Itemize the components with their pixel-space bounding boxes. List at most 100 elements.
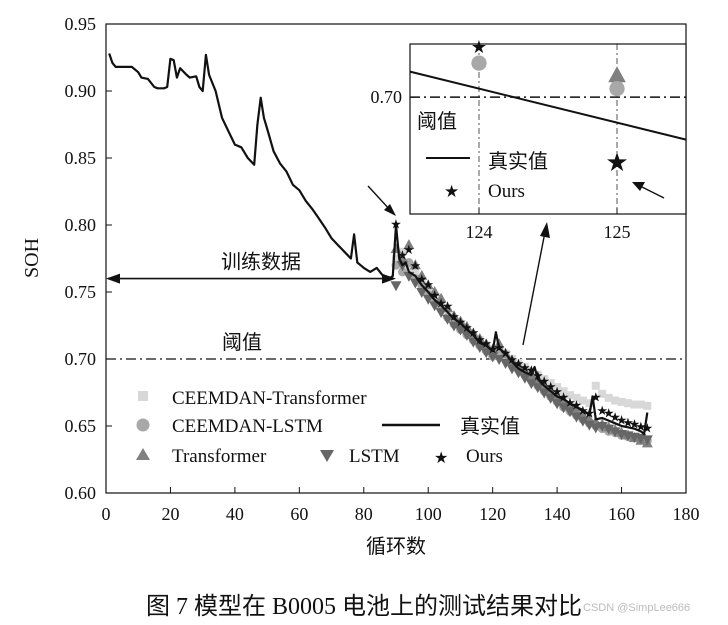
ceemdan-lstm-point [471,55,487,71]
ours-point: ★ [435,296,447,311]
ceemdan-transformer-point [572,393,581,402]
ceemdan-transformer-point [617,397,626,406]
soh-figure: ★★★★★★★★★★★★★★★★★★★★★★★★★★★★★★★★★★★★★★★★… [21,14,700,558]
ours-point: ★ [448,309,460,324]
ours-point: ★ [500,345,512,360]
legend-marker-ceemdan-lstm [136,418,150,432]
lstm-point [467,337,479,348]
inset-y-tick-label: 0.70 [371,87,403,107]
x-tick-label: 120 [479,504,506,524]
lstm-point [538,388,550,399]
ours-point: ★ [390,217,402,232]
ceemdan-transformer-point [430,293,439,302]
legend-entry-ceemdan-transformer: CEEMDAN-Transformer [138,388,367,409]
ceemdan-transformer-point [585,399,594,408]
zoom-callout-head [540,222,550,238]
x-tick-label: 0 [102,504,111,524]
lstm-point [422,294,434,305]
inset-ours-callout [639,185,665,199]
ceemdan-transformer-point [424,285,433,294]
ceemdan-transformer-point [398,247,407,256]
ours-point: ★ [629,416,641,431]
lstm-point [480,348,492,359]
inset-legend: 真实值 ★ Ours [426,150,548,202]
y-tick-label: 0.90 [65,81,97,101]
ours-point: ★ [474,332,486,347]
lstm-point [583,420,595,431]
transformer-point [409,259,421,270]
legend-label-lstm: LSTM [349,446,400,467]
ceemdan-transformer-point [553,383,562,392]
ceemdan-transformer-point [392,254,400,263]
ceemdan-lstm-point [609,80,625,97]
threshold-label: 阈值 [222,331,262,354]
ours-point: ★ [596,403,608,418]
ours-point: ★ [577,403,589,418]
legend-entry-transformer: Transformer [136,446,267,467]
transformer-point [422,279,434,290]
start-point-callout-head [384,204,396,216]
lstm-point [493,355,505,365]
y-tick-label: 0.85 [65,148,97,168]
x-tick-label: 80 [355,504,373,524]
ceemdan-transformer-point [624,399,632,408]
legend-marker-ours: ★ [434,450,448,467]
zoom-callout [522,231,546,346]
lstm-point [461,330,473,341]
transformer-point [435,292,447,303]
ours-point: ★ [480,336,492,351]
ours-point: ★ [429,288,441,303]
ceemdan-transformer-point [591,381,600,390]
ceemdan-transformer-point [643,401,652,410]
ours-point: ★ [442,298,454,313]
x-tick-label: 100 [415,504,442,524]
inset-plot: ★★ [409,37,687,214]
ours-point: ★ [558,390,570,405]
legend-entry-ceemdan-lstm: CEEMDAN-LSTM [136,416,323,437]
lstm-point [487,352,499,363]
legend-entry-ours: ★ Ours [434,446,503,467]
y-tick-label: 0.75 [65,282,97,302]
y-tick-label: 0.65 [65,416,97,436]
ceemdan-transformer-point [540,375,549,384]
ours-point: ★ [616,412,628,427]
legend-entry-lstm: LSTM [320,446,400,467]
ours-point: ★ [506,352,518,367]
lstm-point [500,359,512,370]
ours-point: ★ [487,341,499,356]
transformer-point [429,286,441,296]
legend-label-true: 真实值 [460,415,520,438]
training-data-arrow [106,273,396,284]
y-tick-label: 0.80 [65,215,97,235]
ours-point: ★ [468,325,480,340]
ours-point: ★ [416,272,428,287]
ours-point: ★ [513,356,525,371]
watermark: CSDN @SimpLee666 [583,602,691,614]
inset-legend-marker-ours: ★ [444,182,459,201]
true-value-line [108,53,649,436]
ours-point: ★ [605,148,628,177]
ceemdan-transformer-point [404,263,413,272]
ceemdan-transformer-point [598,389,607,398]
lstm-point [454,325,466,336]
inset-x-tick-label: 125 [604,222,631,242]
lstm-point [506,364,518,375]
lstm-point [429,301,441,312]
ours-point: ★ [403,242,415,257]
figure-caption: 图 7 模型在 B0005 电池上的测试结果对比 [145,594,582,620]
lstm-point [564,407,576,418]
ours-point: ★ [422,277,434,292]
ours-point: ★ [493,340,505,355]
ceemdan-transformer-point [566,391,574,400]
transformer-point [403,239,415,250]
lstm-point [448,321,460,332]
lstm-point [551,399,563,410]
ours-point: ★ [590,390,602,405]
x-tick-label: 160 [608,504,635,524]
transformer-point [608,66,626,83]
callout-arrows [367,185,550,346]
lstm-point [596,422,608,432]
ours-point: ★ [609,410,621,425]
y-tick-label: 0.60 [65,483,97,503]
ours-point: ★ [455,314,467,329]
